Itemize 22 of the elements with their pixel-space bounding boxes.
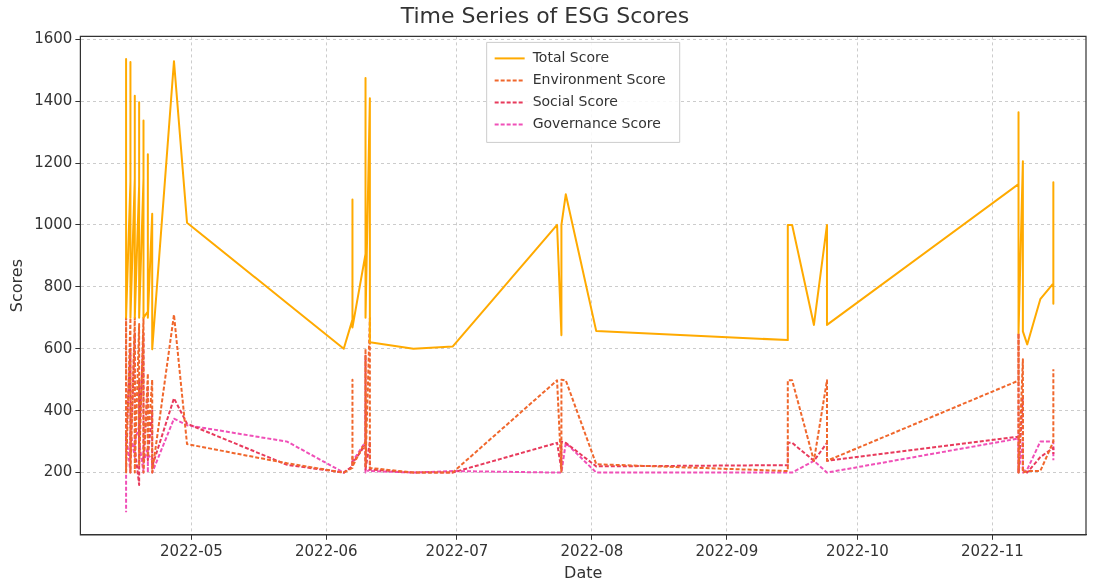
chart-title: Time Series of ESG Scores: [399, 2, 690, 28]
y-tick-label: 800: [43, 276, 73, 295]
legend-label: Social Score: [532, 93, 618, 110]
y-tick-label: 1400: [34, 90, 73, 109]
y-tick-label: 200: [43, 462, 73, 481]
y-tick-label: 1600: [34, 29, 73, 48]
x-tick-label: 2022-06: [294, 541, 358, 560]
y-tick-label: 1000: [34, 214, 73, 233]
legend-label: Total Score: [531, 49, 610, 66]
x-tick-label: 2022-05: [160, 541, 223, 560]
y-tick-label: 1200: [34, 152, 73, 171]
y-axis-title: Scores: [6, 259, 26, 313]
x-tick-label: 2022-10: [826, 541, 889, 560]
legend-label: Governance Score: [532, 115, 661, 132]
x-tick-label: 2022-07: [425, 541, 489, 560]
y-tick-label: 400: [43, 400, 73, 419]
x-tick-label: 2022-11: [961, 541, 1024, 560]
x-axis-title: Date: [564, 562, 603, 582]
y-tick-label: 600: [43, 338, 73, 357]
x-tick-label: 2022-08: [560, 541, 624, 560]
x-tick-label: 2022-09: [695, 541, 759, 560]
legend-label: Environment Score: [532, 71, 666, 88]
